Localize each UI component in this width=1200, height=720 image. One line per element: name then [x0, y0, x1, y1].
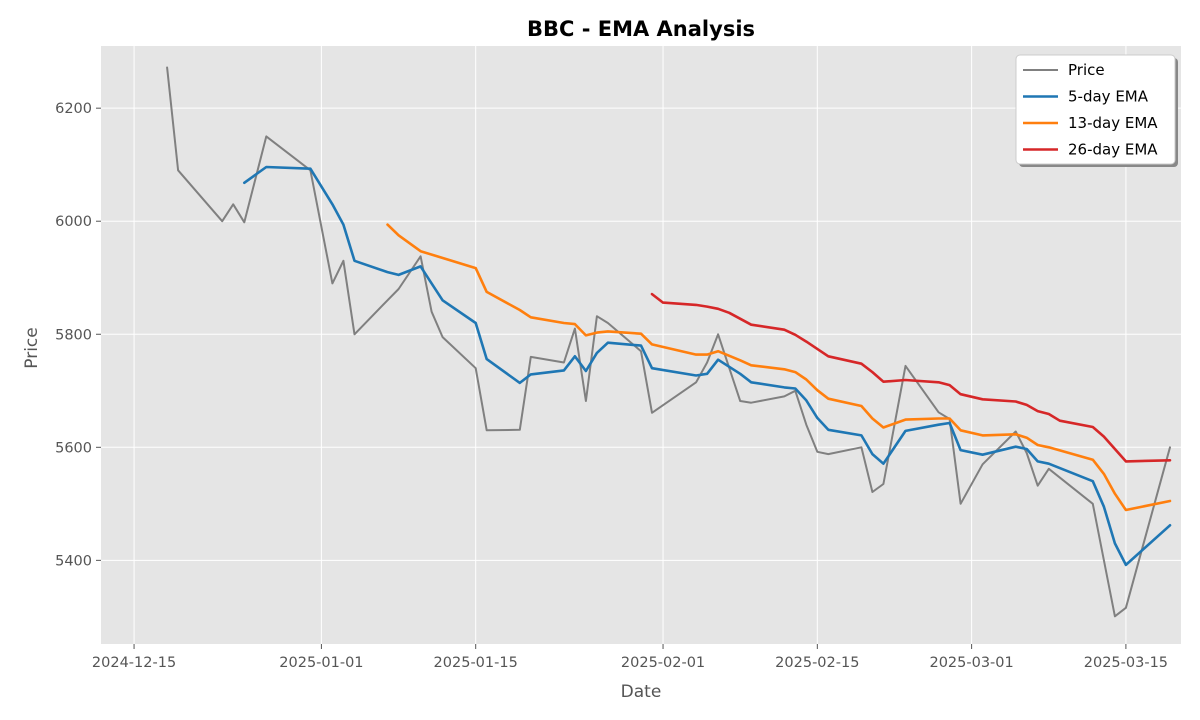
legend-label-26-day-ema: 26-day EMA: [1068, 141, 1158, 159]
y-axis-ticks: 5400 5600 5800 6000 6200: [55, 101, 101, 569]
y-tick-label: 6000: [55, 214, 92, 230]
legend-label-price: Price: [1068, 61, 1105, 79]
legend-label-5-day-ema: 5-day EMA: [1068, 88, 1149, 106]
series-layer: [166, 66, 1172, 618]
legend-box: [1015, 54, 1176, 165]
x-tick-label: 2025-03-01: [929, 655, 1013, 671]
x-tick-label: 2024-12-15: [92, 655, 176, 671]
x-axis-label: Date: [621, 682, 662, 702]
chart-title: BBC - EMA Analysis: [527, 17, 755, 41]
series-line-26-day-ema: [650, 292, 1172, 463]
y-tick-label: 5400: [55, 553, 92, 569]
y-tick-label: 5800: [55, 327, 92, 343]
x-axis-ticks: 2024-12-15 2025-01-01 2025-01-15 2025-02-01…: [92, 644, 1168, 671]
y-axis-label: Price: [22, 327, 42, 368]
x-tick-label: 2025-02-01: [621, 655, 705, 671]
legend-label-13-day-ema: 13-day EMA: [1068, 114, 1158, 132]
y-tick-label: 5600: [55, 440, 92, 456]
legend: Price 5-day EMA 13-day EMA 26-day EMA: [1015, 54, 1178, 167]
x-tick-label: 2025-01-01: [279, 655, 363, 671]
x-tick-label: 2025-03-15: [1084, 655, 1168, 671]
series-line-price: [166, 66, 1171, 618]
x-tick-label: 2025-02-15: [775, 655, 859, 671]
y-tick-label: 6200: [55, 101, 92, 117]
series-line-5-day-ema: [243, 165, 1172, 567]
series-line-13-day-ema: [386, 223, 1172, 512]
x-tick-label: 2025-01-15: [434, 655, 518, 671]
